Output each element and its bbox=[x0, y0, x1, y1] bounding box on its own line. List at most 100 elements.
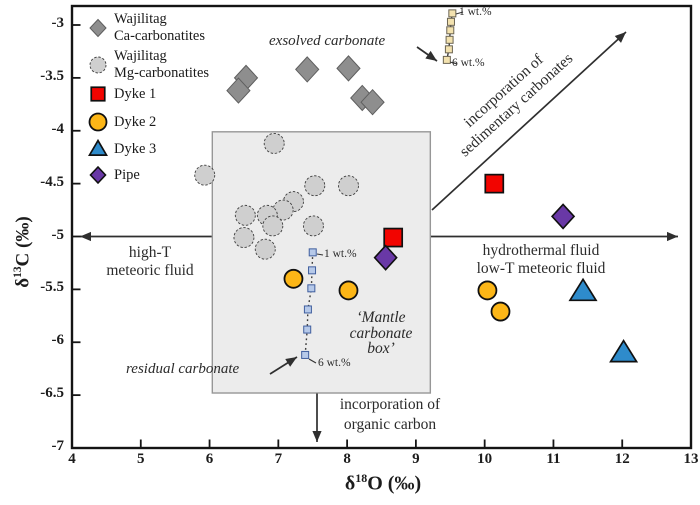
point-dyke-1 bbox=[383, 227, 404, 248]
y-tick-label: -6.5 bbox=[40, 385, 64, 402]
point-wajilitag-ca-carbonatites bbox=[336, 55, 361, 82]
wt-leader-line bbox=[308, 358, 317, 364]
legend-item-wajilitag-mg-carbonatites: Wajilitag Mg-carbonatites bbox=[84, 47, 209, 83]
dyke-2-legend-marker-icon bbox=[88, 112, 108, 132]
organic-carbon-arrow-head bbox=[312, 431, 322, 442]
exsolved-carbonate-square bbox=[446, 17, 455, 26]
legend-label: Dyke 1 bbox=[114, 85, 157, 102]
point-wajilitag-ca-carbonatites bbox=[226, 77, 251, 104]
y-axis-label: δ13C (‰) bbox=[12, 186, 38, 318]
dyke-2-legend-marker bbox=[88, 112, 108, 132]
y-tick-label: -5.5 bbox=[40, 279, 64, 296]
wt-leader-line bbox=[316, 253, 324, 256]
mantle-carbonate-box-label: ‘Mantle carbonate box’ bbox=[320, 310, 442, 357]
legend-item-dyke-2: Dyke 2 bbox=[84, 109, 156, 135]
y-tick-label: -4 bbox=[51, 120, 65, 137]
mantle-line2: carbonate bbox=[349, 324, 413, 342]
x-tick-label: 9 bbox=[412, 451, 420, 467]
wt-leader-line bbox=[455, 11, 464, 15]
residual-6wt-label: 6 wt.% bbox=[318, 357, 351, 369]
dyke-3-legend-marker bbox=[88, 138, 108, 156]
x-tick-label: 13 bbox=[683, 451, 699, 467]
point-wajilitag-mg-carbonatites bbox=[234, 204, 256, 226]
x-tick-label: 7 bbox=[274, 451, 283, 467]
point-dyke-2 bbox=[283, 268, 304, 289]
legend-label: Dyke 3 bbox=[114, 140, 157, 157]
x-axis-label-delta: δ bbox=[344, 472, 356, 495]
fluid-arrow-head bbox=[80, 231, 91, 242]
high-t-line2: meteoric fluid bbox=[106, 262, 194, 279]
point-dyke-2 bbox=[477, 280, 498, 301]
point-dyke-3 bbox=[568, 277, 598, 302]
point-wajilitag-mg-carbonatites bbox=[194, 164, 216, 186]
residual-carbonate-square bbox=[308, 248, 317, 257]
residual-carbonate-square bbox=[303, 305, 312, 314]
legend-label: Wajilitag Ca-carbonatites bbox=[114, 11, 205, 44]
exsolved-carbonate-square bbox=[448, 9, 457, 18]
y-tick-label: -6 bbox=[51, 332, 65, 349]
x-axis-label-suffix: O (‰) bbox=[367, 472, 422, 495]
wajilitag-mg-carbonatites-legend-marker-icon bbox=[89, 56, 107, 74]
residual-carbonate-square bbox=[303, 325, 312, 334]
residual-1wt-label: 1 wt.% bbox=[324, 248, 357, 260]
exsolved-6wt-label: 6 wt.% bbox=[452, 57, 485, 69]
dyke-1-legend-marker-icon bbox=[90, 86, 106, 102]
point-dyke-1 bbox=[484, 173, 505, 194]
residual-carbonate-square bbox=[308, 266, 317, 275]
hydrothermal-line1: hydrothermal fluid bbox=[482, 242, 600, 259]
wajilitag-mg-carbonatites-legend-marker bbox=[89, 56, 107, 74]
x-tick-label: 8 bbox=[343, 451, 351, 467]
point-wajilitag-mg-carbonatites bbox=[262, 215, 284, 237]
pipe-legend-marker-icon bbox=[89, 165, 107, 185]
x-tick-label: 5 bbox=[137, 451, 145, 467]
point-wajilitag-mg-carbonatites bbox=[338, 175, 359, 197]
hydrothermal-line2: low-T meteoric fluid bbox=[476, 260, 606, 277]
residual-carbonate-square bbox=[301, 350, 310, 359]
x-tick-label: 11 bbox=[546, 451, 561, 467]
x-tick-label: 10 bbox=[477, 451, 493, 467]
y-tick-label: -3 bbox=[51, 15, 65, 31]
wajilitag-ca-carbonatites-legend-marker-icon bbox=[89, 18, 107, 38]
legend-label: Wajilitag Mg-carbonatites bbox=[114, 48, 210, 81]
legend-item-dyke-1: Dyke 1 bbox=[84, 81, 156, 107]
organic-line2: organic carbon bbox=[343, 416, 437, 433]
y-axis-label-sup: 13 bbox=[12, 266, 24, 278]
residual-pointer-arrow-head bbox=[285, 357, 297, 367]
exsolved-carbonate-label: exsolved carbonate bbox=[269, 33, 386, 49]
point-dyke-2 bbox=[490, 301, 511, 322]
exsolved-carbonate-square bbox=[445, 35, 454, 44]
exsolved-carbonate-square bbox=[444, 45, 453, 54]
x-axis-label: δ18O (‰) bbox=[283, 471, 483, 496]
fluid-arrow-head bbox=[667, 231, 678, 242]
legend-label: Pipe bbox=[114, 166, 140, 183]
high-t-meteoric-fluid-label: high-T meteoric fluid bbox=[88, 244, 212, 280]
y-tick-label: -7 bbox=[51, 438, 65, 454]
organic-line1: incorporation of bbox=[339, 396, 441, 413]
dyke-1-legend-marker bbox=[90, 86, 106, 102]
legend-label: Dyke 2 bbox=[114, 113, 157, 130]
plot-frame bbox=[70, 4, 693, 450]
hydrothermal-fluid-label: hydrothermal fluid low-T meteoric fluid bbox=[438, 242, 644, 278]
exsolved-carbonate-square bbox=[442, 55, 451, 64]
point-wajilitag-mg-carbonatites bbox=[304, 175, 326, 197]
exsolved-1wt-label: 1 wt.% bbox=[459, 6, 492, 18]
residual-carbonate-square bbox=[307, 284, 316, 293]
y-tick-label: -4.5 bbox=[40, 173, 64, 190]
point-wajilitag-mg-carbonatites bbox=[302, 215, 324, 237]
point-pipe bbox=[550, 203, 576, 230]
legend-item-pipe: Pipe bbox=[84, 162, 140, 188]
mantle-line3: box’ bbox=[367, 340, 395, 357]
point-pipe bbox=[373, 244, 398, 271]
exsolved-pointer-arrow-head bbox=[425, 50, 437, 61]
point-wajilitag-mg-carbonatites bbox=[254, 238, 276, 260]
point-dyke-3 bbox=[609, 339, 639, 363]
legend-item-wajilitag-ca-carbonatites: Wajilitag Ca-carbonatites bbox=[84, 10, 205, 46]
x-tick-label: 6 bbox=[205, 451, 214, 467]
sedimentary-carbonates-arrow bbox=[431, 31, 627, 211]
mantle-line1: ‘Mantle bbox=[356, 309, 406, 326]
wt-leader-line bbox=[449, 61, 458, 65]
x-tick-label: 12 bbox=[614, 451, 630, 467]
x-tick-label: 4 bbox=[68, 451, 76, 467]
